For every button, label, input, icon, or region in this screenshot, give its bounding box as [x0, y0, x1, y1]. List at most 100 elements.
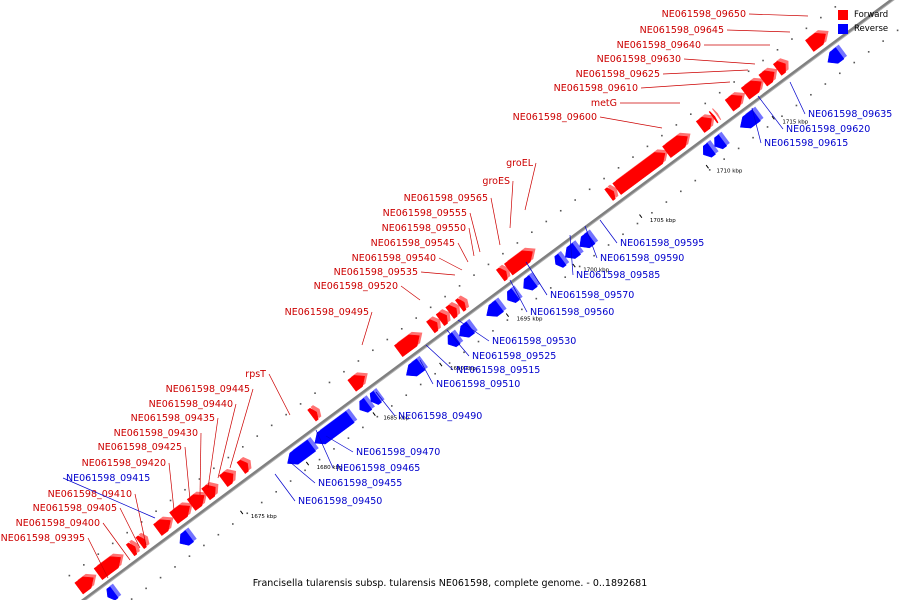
reverse-gene-label: NE061598_09470: [356, 447, 440, 458]
forward-gene-label-leader: [457, 242, 469, 263]
reverse-gene-label: NE061598_09590: [600, 253, 684, 264]
minor-dash: [362, 426, 364, 429]
minor-dash: [896, 29, 899, 32]
minor-dash: [169, 499, 172, 502]
reverse-gene-label-leader: [289, 461, 316, 484]
minor-dash: [588, 188, 591, 191]
reverse-gene-label: NE061598_09525: [472, 351, 556, 362]
minor-dash: [776, 48, 779, 51]
reverse-gene: [486, 300, 504, 317]
minor-dash: [289, 480, 292, 482]
forward-gene-depth: [712, 108, 722, 121]
minor-dash: [145, 587, 147, 590]
reverse-gene: [179, 530, 195, 546]
legend: Forward Reverse: [838, 8, 888, 36]
minor-dash: [372, 349, 374, 352]
minor-dash: [126, 531, 128, 534]
minor-dash: [203, 544, 205, 547]
minor-dash: [531, 231, 533, 234]
forward-gene-label: metG: [591, 98, 617, 109]
minor-dash: [559, 209, 562, 212]
minor-dash: [853, 61, 856, 64]
reverse-gene: [507, 288, 521, 304]
reverse-gene-label: NE061598_09490: [398, 411, 482, 422]
minor-dash: [838, 72, 841, 75]
minor-dash: [415, 317, 418, 319]
minor-dash: [246, 512, 249, 515]
forward-gene: [307, 407, 319, 422]
forward-gene-label: NE061598_09640: [617, 40, 701, 51]
reverse-gene: [459, 321, 476, 338]
reverse-gene-label: NE061598_09620: [786, 124, 870, 135]
reverse-gene: [314, 410, 355, 445]
tick-mark: [240, 510, 244, 515]
tick-mark: [572, 263, 576, 268]
reverse-gene-label-leader: [375, 391, 396, 417]
minor-dash: [429, 306, 432, 309]
minor-dash: [314, 392, 316, 394]
minor-dash: [593, 254, 595, 257]
minor-dash: [213, 467, 215, 470]
minor-dash: [390, 405, 393, 407]
forward-gene: [186, 494, 205, 511]
minor-dash: [68, 574, 71, 577]
forward-gene-label-leader: [361, 311, 373, 346]
tick-mark: [639, 214, 643, 219]
minor-dash: [357, 360, 360, 362]
minor-dash: [545, 220, 548, 223]
forward-gene: [758, 70, 775, 87]
reverse-gene-label-leader: [325, 435, 354, 453]
minor-dash: [188, 555, 191, 557]
minor-dash: [400, 327, 403, 330]
minor-dash: [419, 383, 422, 386]
minor-dash: [733, 81, 735, 83]
forward-gene-label: NE061598_09440: [149, 399, 233, 410]
reverse-gene: [359, 397, 373, 413]
forward-gene-label-leader: [662, 69, 749, 75]
reverse-gene-label: NE061598_09615: [764, 138, 848, 149]
forward-gene-label-leader: [599, 116, 663, 129]
minor-dash: [704, 102, 707, 105]
reverse-gene-label-leader: [751, 107, 762, 144]
minor-dash: [867, 51, 870, 53]
minor-dash: [824, 83, 827, 85]
reverse-gene-label-leader: [584, 225, 598, 259]
forward-gene: [435, 311, 448, 327]
reverse-gene: [579, 232, 596, 249]
minor-dash: [617, 167, 620, 169]
forward-gene-label: groEL: [506, 158, 534, 169]
reverse-gene-label: NE061598_09450: [298, 496, 382, 507]
minor-dash: [521, 308, 523, 311]
forward-gene-label: NE061598_09495: [285, 307, 369, 318]
minor-dash: [607, 244, 610, 246]
minor-dash: [405, 394, 408, 397]
forward-gene-label-leader: [683, 58, 756, 65]
reverse-gene: [287, 439, 317, 465]
tick-mark: [505, 313, 510, 318]
forward-gene: [218, 471, 234, 488]
forward-gene-label-leader: [438, 257, 463, 271]
forward-gene-label: NE061598_09550: [382, 223, 466, 234]
minor-dash: [502, 252, 504, 255]
forward-gene-label-leader: [199, 432, 202, 496]
minor-dash: [328, 381, 331, 384]
forward-gene: [724, 94, 743, 112]
minor-dash: [665, 201, 668, 203]
forward-gene-label-leader: [468, 227, 475, 257]
minor-dash: [762, 59, 764, 62]
forward-gene: [804, 32, 826, 52]
forward-gene: [74, 576, 94, 595]
reverse-gene: [523, 275, 538, 291]
forward-gene-label-leader: [217, 403, 237, 479]
forward-gene: [695, 116, 712, 133]
minor-dash: [747, 70, 750, 73]
forward-gene-label-leader: [524, 162, 537, 211]
forward-gene: [454, 298, 467, 312]
minor-dash: [458, 285, 461, 287]
forward-gene-label: NE061598_09600: [513, 112, 597, 123]
minor-dash: [376, 415, 379, 418]
reverse-gene-label-leader: [315, 429, 334, 469]
minor-dash: [198, 478, 201, 480]
forward-gene-label: NE061598_09400: [16, 518, 100, 529]
